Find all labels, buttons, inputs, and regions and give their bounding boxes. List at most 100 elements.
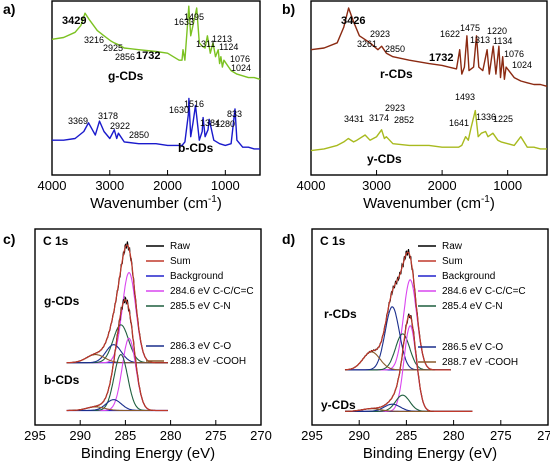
x-tick-label: 275 xyxy=(490,428,512,443)
peak-label: 2923 xyxy=(385,103,405,113)
legend-entry: Background xyxy=(170,271,223,282)
series-line-y-CDs xyxy=(310,109,547,152)
legend-entry: 288.3 eV -COOH xyxy=(170,356,246,367)
legend-entry: 284.6 eV C-C/C=C xyxy=(170,286,254,297)
peak-label: 3431 xyxy=(344,114,364,124)
legend-entry: Raw xyxy=(442,241,463,252)
peak-label: 1641 xyxy=(449,118,469,128)
x-tick-label: 275 xyxy=(205,428,227,443)
panel-d: 295 290 285 280 275 270 d) C 1s Binding Energy (… xyxy=(282,228,550,462)
component-peak-line xyxy=(345,324,473,412)
sum-line xyxy=(345,314,473,412)
x-tick-label: 280 xyxy=(443,428,465,443)
x-tick-label: 4000 xyxy=(38,178,67,193)
plot-frame xyxy=(310,0,548,176)
peak-label: 1313 xyxy=(470,35,490,45)
legend-entry: 285.5 eV C-N xyxy=(170,301,231,312)
x-axis-title-main: Wavenumber (cm xyxy=(363,195,481,212)
peak-label: 1516 xyxy=(184,99,204,109)
x-tick-label: 3000 xyxy=(95,178,124,193)
x-axis-title-tail: ) xyxy=(217,195,222,212)
peak-label: 1311 xyxy=(196,39,215,49)
plot-frame xyxy=(34,228,262,426)
peak-label: 2922 xyxy=(110,121,130,131)
legend-entry: Sum xyxy=(442,256,463,267)
x-axis-title-main: Wavenumber (cm xyxy=(90,195,208,212)
legend-entry: 285.4 eV C-N xyxy=(442,301,503,312)
peak-label: 1732 xyxy=(136,50,160,62)
peak-label: 833 xyxy=(227,109,242,119)
peak-label: 3426 xyxy=(341,15,365,27)
peak-label: 1076 xyxy=(230,54,250,64)
peak-label: 1280 xyxy=(215,119,235,129)
component-peak-line xyxy=(345,403,473,412)
x-axis-title: Wavenumber (cm-1) xyxy=(363,194,495,212)
peak-label: 2850 xyxy=(385,44,405,54)
sum-line xyxy=(344,251,451,371)
x-axis-title-sup: -1 xyxy=(481,194,490,205)
panel-a: 4000 3000 2000 1000 a) Wavenumber (cm-1) g-CDs… xyxy=(3,0,261,212)
peak-label: 1475 xyxy=(460,23,480,33)
x-tick-label: 295 xyxy=(301,428,323,443)
sample-label: g-CDs xyxy=(44,294,80,308)
peak-label: 1134 xyxy=(493,36,512,46)
component-peak-line xyxy=(345,306,451,371)
sample-label: y-CDs xyxy=(321,398,356,412)
peak-label: 1630 xyxy=(169,105,189,115)
x-tick-label: 3000 xyxy=(362,178,391,193)
panel-letter: a) xyxy=(3,1,15,17)
panel-b: 4000 3000 2000 1000 b) Wavenumber (cm-1) r-CDs… xyxy=(282,0,548,212)
peak-label: 1493 xyxy=(455,92,475,102)
peak-label: 3429 xyxy=(62,15,86,27)
peak-label: 1633 xyxy=(174,17,194,27)
legend-entry: Background xyxy=(442,271,495,282)
x-tick-label: 1000 xyxy=(493,178,522,193)
x-tick-label: 270 xyxy=(537,428,550,443)
panel-title: C 1s xyxy=(320,234,346,248)
panel-letter: d) xyxy=(282,231,295,247)
series-label: b-CDs xyxy=(178,141,214,155)
peak-label: 3174 xyxy=(369,113,389,123)
legend-entry: Sum xyxy=(170,256,191,267)
x-tick-label: 290 xyxy=(348,428,370,443)
peak-label: 1220 xyxy=(487,26,507,36)
sum-line xyxy=(66,299,168,412)
panel-letter: b) xyxy=(282,1,295,17)
series-line-b-CDs xyxy=(52,97,260,150)
peak-label: 1336 xyxy=(476,112,496,122)
peak-label: 1213 xyxy=(212,34,232,44)
legend-entry: 286.5 eV C-O xyxy=(442,342,503,353)
x-tick-label: 285 xyxy=(396,428,418,443)
series-label: g-CDs xyxy=(108,69,144,83)
x-tick-label: 2000 xyxy=(153,178,182,193)
x-tick-label: 1000 xyxy=(211,178,240,193)
panel-letter: c) xyxy=(3,231,15,247)
x-tick-label: 270 xyxy=(250,428,272,443)
sum-line xyxy=(66,244,168,364)
legend-entry: 288.7 eV -COOH xyxy=(442,357,518,368)
peak-label: 3178 xyxy=(98,111,118,121)
legend-entry: 286.3 eV C-O xyxy=(170,341,231,352)
sample-label: r-CDs xyxy=(324,307,357,321)
plot-frame xyxy=(51,0,261,176)
peak-label: 3216 xyxy=(84,35,104,45)
peak-label: 1384 xyxy=(200,118,220,128)
legend-entry: Raw xyxy=(170,241,191,252)
peak-label: 2923 xyxy=(370,29,390,39)
legend-entry: 284.6 eV C-C/C=C xyxy=(442,286,526,297)
peak-label: 1495 xyxy=(184,12,204,22)
series-label: r-CDs xyxy=(380,67,413,81)
x-tick-label: 2000 xyxy=(428,178,457,193)
x-axis-title: Binding Energy (eV) xyxy=(363,445,497,462)
x-axis-title-sup: -1 xyxy=(208,194,217,205)
peak-label: 1622 xyxy=(440,29,460,39)
peak-label: 3261 xyxy=(357,39,377,49)
x-axis-title-tail: ) xyxy=(490,195,495,212)
peak-label: 1024 xyxy=(231,63,251,73)
panel-c: 295 290 285 280 275 270 c) C 1s Binding Energy (… xyxy=(3,228,272,462)
x-tick-label: 280 xyxy=(160,428,182,443)
peak-label: 2852 xyxy=(394,115,414,125)
peak-label: 1124 xyxy=(219,42,238,52)
x-tick-label: 295 xyxy=(24,428,46,443)
